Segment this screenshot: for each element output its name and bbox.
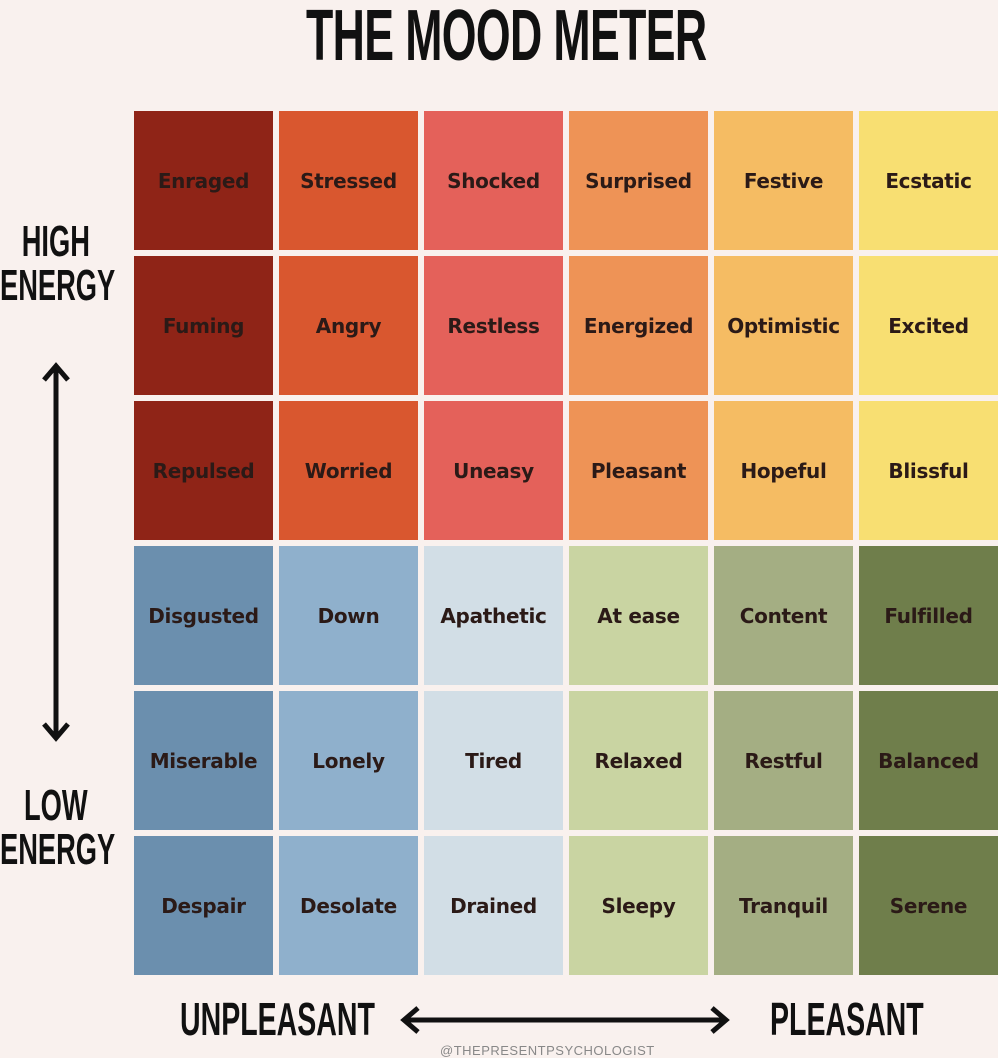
mood-cell: Worried xyxy=(279,401,418,540)
mood-cell: Restless xyxy=(424,256,563,395)
mood-cell: Despair xyxy=(134,836,273,975)
mood-cell: Miserable xyxy=(134,691,273,830)
mood-cell: Drained xyxy=(424,836,563,975)
mood-cell: Relaxed xyxy=(569,691,708,830)
mood-cell: Enraged xyxy=(134,111,273,250)
credit-watermark: @THEPRESENTPSYCHOLOGIST xyxy=(440,1043,655,1058)
mood-cell: Ecstatic xyxy=(859,111,998,250)
mood-cell: Pleasant xyxy=(569,401,708,540)
high-label-line2: ENERGY xyxy=(0,261,116,310)
mood-cell: Blissful xyxy=(859,401,998,540)
high-energy-label: HIGH ENERGY xyxy=(0,217,116,310)
mood-cell: Uneasy xyxy=(424,401,563,540)
mood-cell: Optimistic xyxy=(714,256,853,395)
mood-cell: Balanced xyxy=(859,691,998,830)
mood-cell: Fulfilled xyxy=(859,546,998,685)
mood-cell: Shocked xyxy=(424,111,563,250)
horizontal-double-arrow-icon xyxy=(400,1006,730,1034)
mood-cell: Tranquil xyxy=(714,836,853,975)
mood-cell: Apathetic xyxy=(424,546,563,685)
mood-cell: Excited xyxy=(859,256,998,395)
mood-cell: Desolate xyxy=(279,836,418,975)
mood-cell: Restful xyxy=(714,691,853,830)
mood-cell: Content xyxy=(714,546,853,685)
low-energy-label: LOW ENERGY xyxy=(0,781,116,874)
mood-cell: Sleepy xyxy=(569,836,708,975)
unpleasant-label: UNPLEASANT xyxy=(180,993,375,1045)
low-label-line2: ENERGY xyxy=(0,825,116,874)
vertical-double-arrow-icon xyxy=(42,362,70,742)
mood-cell: Down xyxy=(279,546,418,685)
mood-cell: Lonely xyxy=(279,691,418,830)
mood-cell: Fuming xyxy=(134,256,273,395)
high-label-line1: HIGH xyxy=(21,217,90,266)
mood-cell: Stressed xyxy=(279,111,418,250)
mood-cell: Hopeful xyxy=(714,401,853,540)
mood-cell: Festive xyxy=(714,111,853,250)
mood-cell: Energized xyxy=(569,256,708,395)
mood-cell: Tired xyxy=(424,691,563,830)
mood-cell: Angry xyxy=(279,256,418,395)
page-title: THE MOOD METER xyxy=(306,0,707,76)
mood-grid: Enraged Stressed Shocked Surprised Festive Ec… xyxy=(134,111,998,975)
mood-cell: Repulsed xyxy=(134,401,273,540)
pleasant-label: PLEASANT xyxy=(770,993,924,1045)
mood-cell: Surprised xyxy=(569,111,708,250)
mood-cell: Disgusted xyxy=(134,546,273,685)
mood-cell: Serene xyxy=(859,836,998,975)
low-label-line1: LOW xyxy=(23,781,88,830)
mood-cell: At ease xyxy=(569,546,708,685)
